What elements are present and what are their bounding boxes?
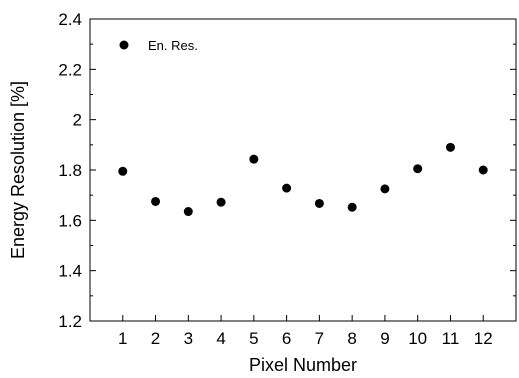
legend-label: En. Res. bbox=[148, 38, 198, 53]
y-tick-label: 1.6 bbox=[58, 211, 82, 230]
y-tick-label: 1.2 bbox=[58, 312, 82, 331]
legend-marker bbox=[119, 40, 129, 50]
data-point bbox=[216, 197, 226, 207]
data-point bbox=[413, 164, 423, 174]
data-point bbox=[478, 165, 488, 175]
data-point bbox=[249, 154, 259, 164]
x-tick-label: 9 bbox=[380, 329, 389, 348]
axes bbox=[89, 18, 517, 322]
x-axis-ticks: 1 2 3 4 5 6 7 8 9 10 11 12 bbox=[118, 315, 493, 348]
data-point bbox=[282, 183, 292, 193]
data-point bbox=[314, 198, 324, 208]
x-tick-label: 10 bbox=[408, 329, 427, 348]
data-point bbox=[380, 184, 390, 194]
x-tick-label: 5 bbox=[249, 329, 258, 348]
data-point bbox=[445, 142, 455, 152]
data-points bbox=[118, 142, 488, 217]
x-tick-label: 12 bbox=[474, 329, 493, 348]
x-tick-label: 4 bbox=[216, 329, 225, 348]
x-tick-label: 2 bbox=[151, 329, 160, 348]
x-tick-label: 7 bbox=[315, 329, 324, 348]
y-tick-label: 2.2 bbox=[58, 60, 82, 79]
y-tick-label: 2 bbox=[73, 111, 82, 130]
x-axis-title: Pixel Number bbox=[249, 355, 357, 375]
data-point bbox=[347, 202, 357, 212]
data-point bbox=[118, 166, 128, 176]
y-tick-label: 1.4 bbox=[58, 262, 82, 281]
x-tick-label: 3 bbox=[184, 329, 193, 348]
x-tick-label: 1 bbox=[118, 329, 127, 348]
y-tick-label: 2.4 bbox=[58, 10, 82, 29]
x-tick-label: 11 bbox=[442, 329, 460, 348]
plot-frame bbox=[89, 18, 517, 322]
x-tick-label: 6 bbox=[282, 329, 291, 348]
x-tick-label: 8 bbox=[347, 329, 356, 348]
y-axis-ticks: 1.2 1.4 1.6 1.8 2 2.2 2.4 bbox=[58, 10, 516, 331]
data-point bbox=[151, 196, 161, 206]
data-point bbox=[183, 207, 193, 217]
legend: En. Res. bbox=[119, 38, 198, 53]
y-tick-label: 1.8 bbox=[58, 161, 82, 180]
y-axis-title: Energy Resolution [%] bbox=[8, 81, 28, 259]
